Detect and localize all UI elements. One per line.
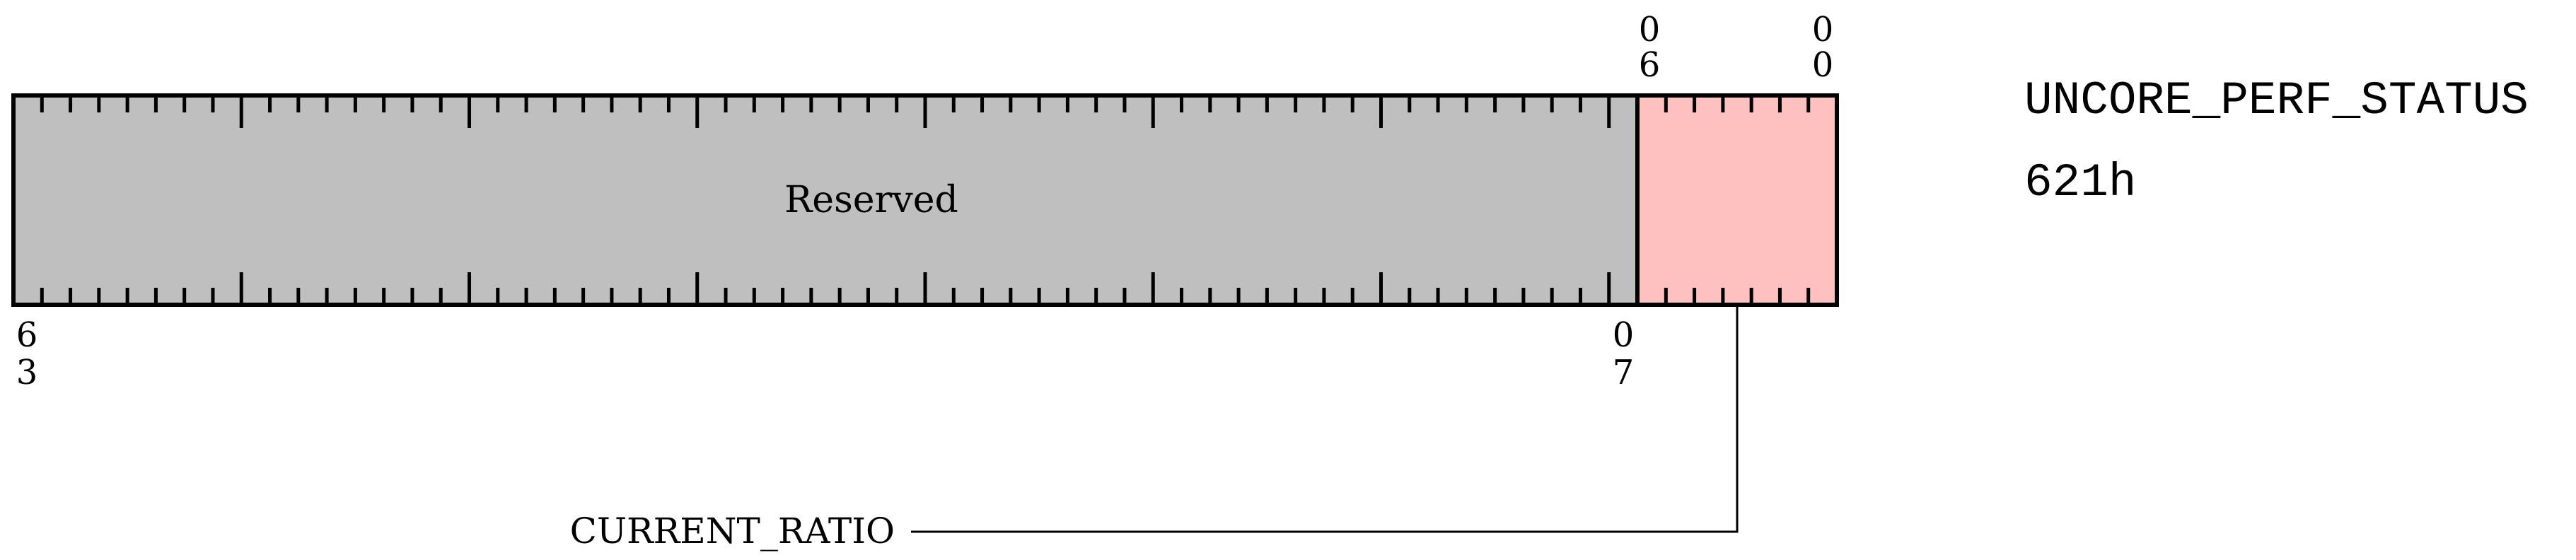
current-ratio-field [1637, 95, 1837, 305]
bit-7-digit-2: 7 [1613, 353, 1635, 392]
reserved-label: Reserved [784, 179, 958, 221]
bit-0-digit-2: 0 [1812, 45, 1834, 85]
bit-63-digit-2: 3 [16, 353, 38, 392]
register-name: UNCORE_PERF_STATUS [2024, 74, 2529, 127]
current-ratio-leader-line [911, 305, 1739, 533]
bit-6-digit-1: 0 [1639, 10, 1661, 49]
register-address: 621h [2024, 156, 2136, 209]
bit-0-digit-1: 0 [1812, 10, 1834, 49]
bit-6-digit-2: 6 [1639, 45, 1661, 85]
register-outline [11, 93, 1839, 307]
bit-ticks [40, 95, 1811, 305]
current-ratio-label: CURRENT_RATIO [570, 511, 895, 552]
bit-63-digit-1: 6 [16, 315, 38, 355]
reserved-field [13, 95, 1637, 305]
bit-7-digit-1: 0 [1613, 315, 1635, 355]
